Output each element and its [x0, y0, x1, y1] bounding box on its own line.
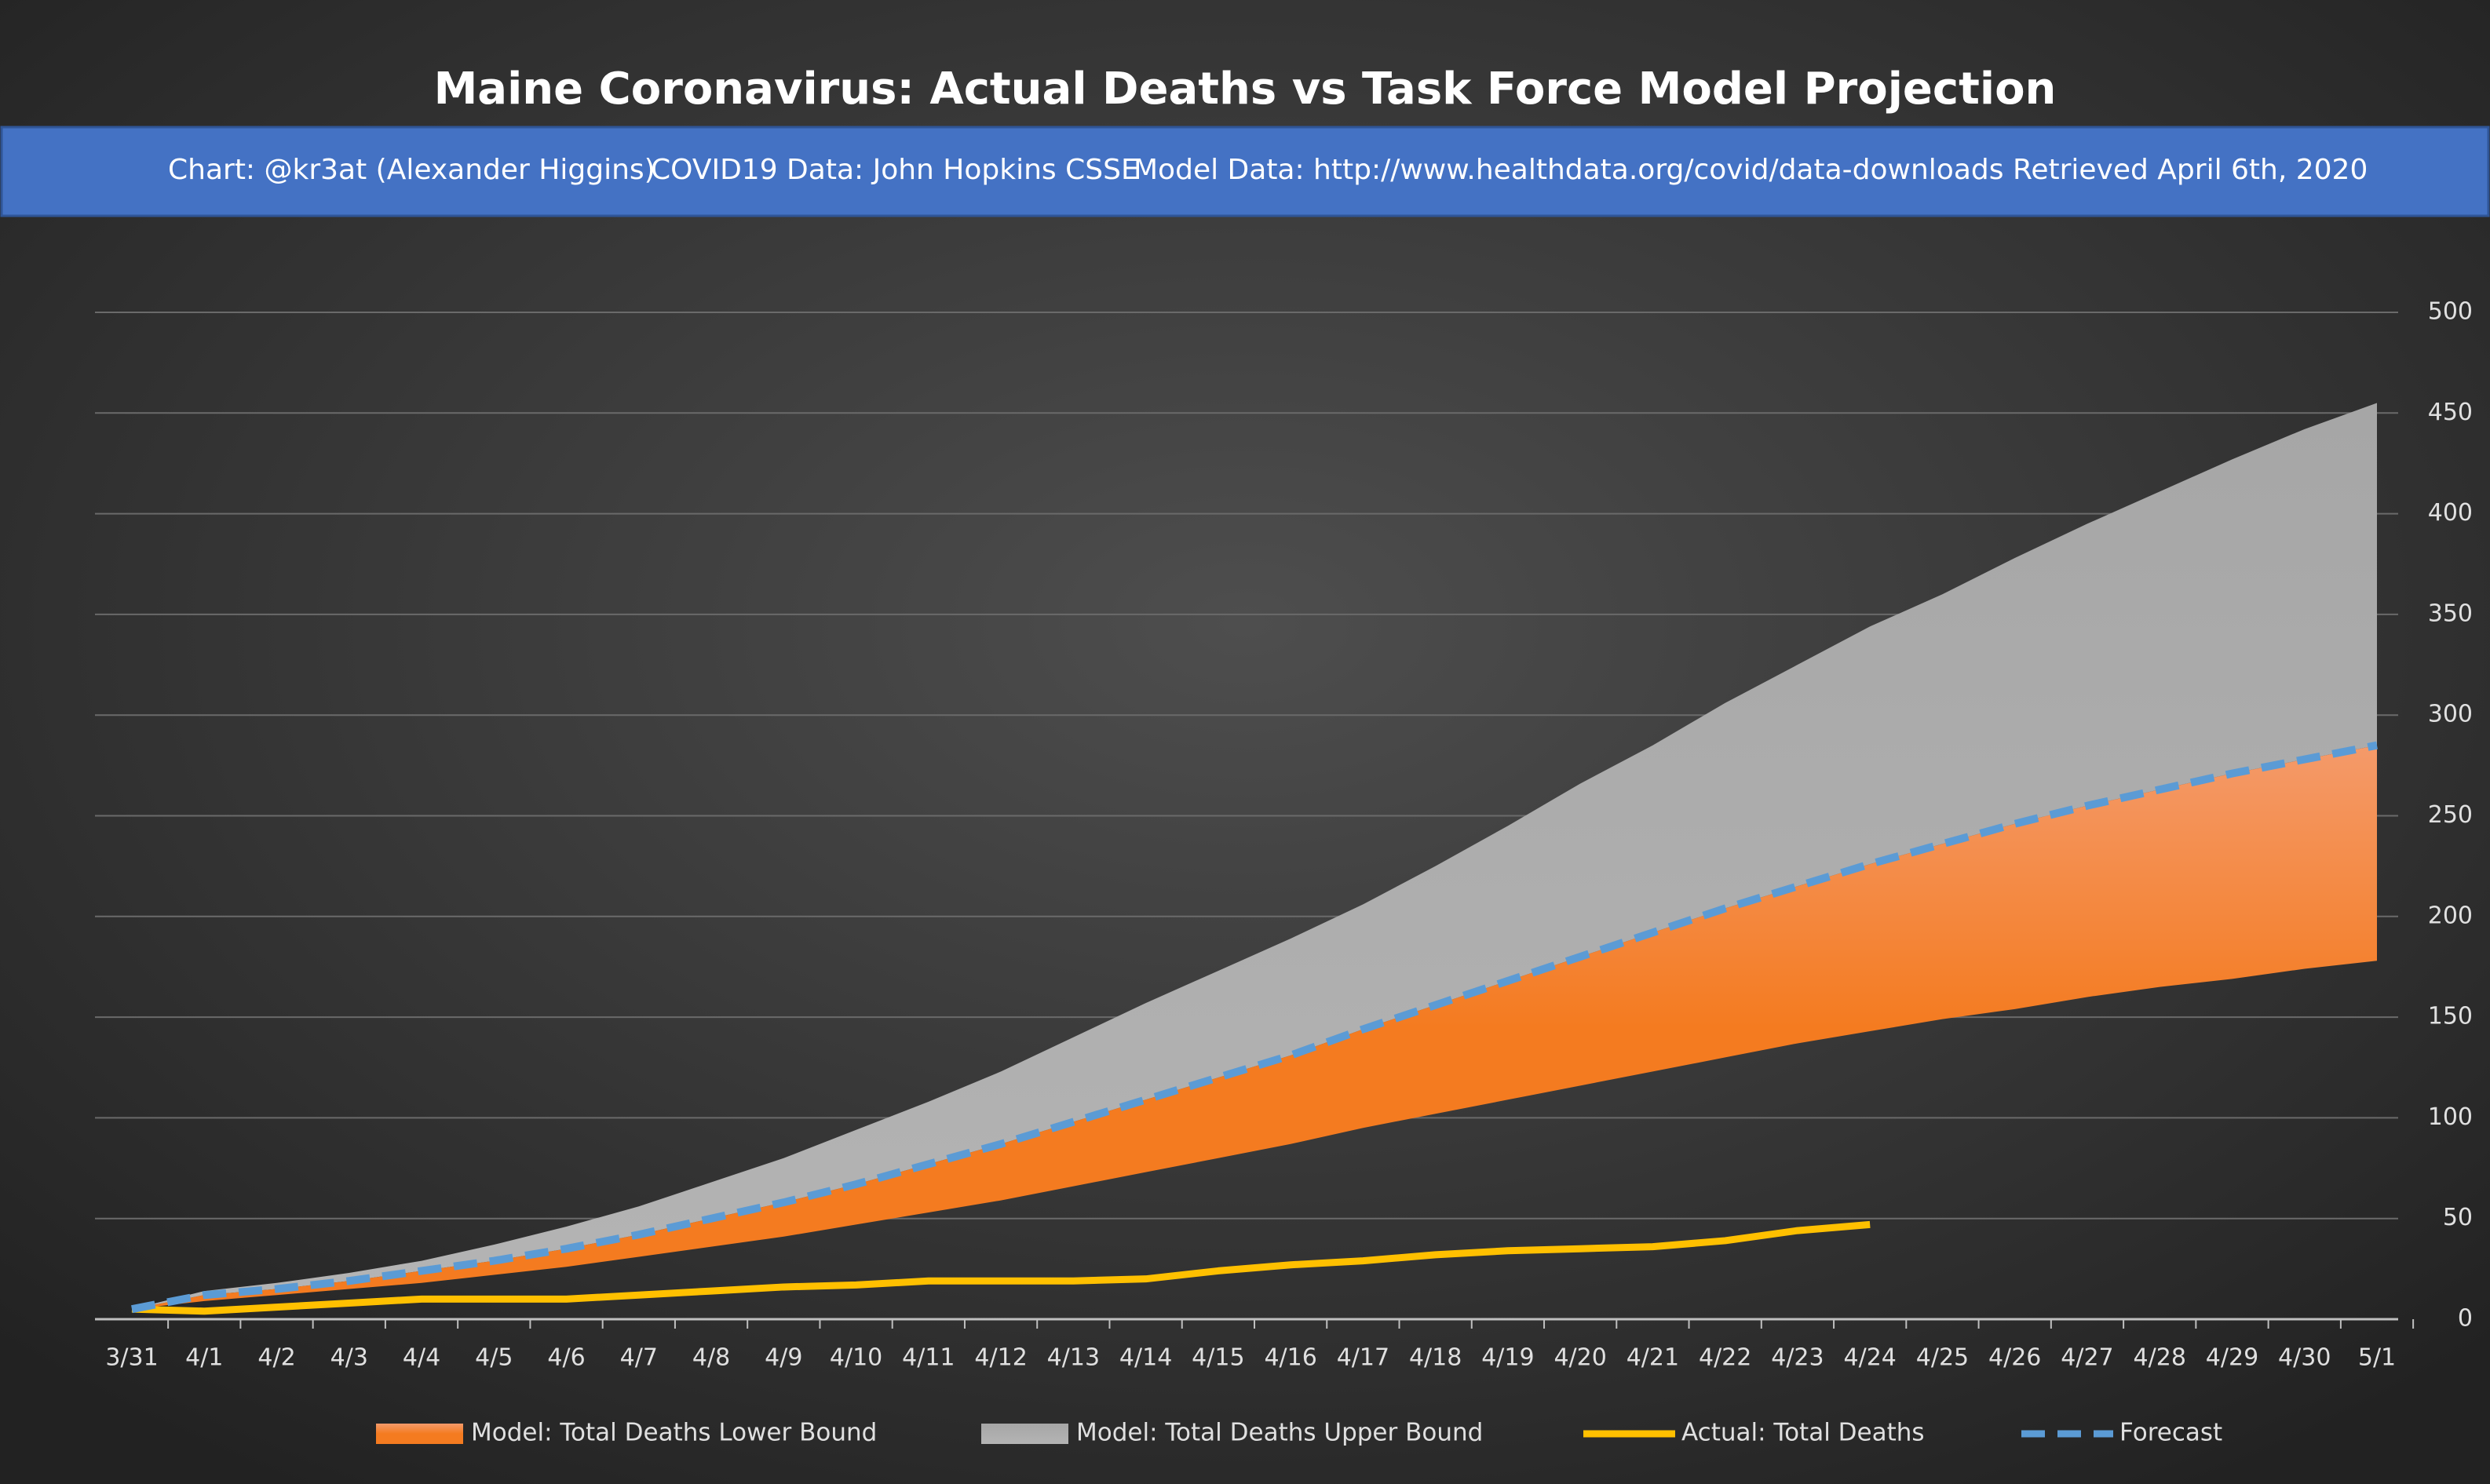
x-tick-label: 4/30 [2278, 1344, 2331, 1372]
series-line [131, 741, 2378, 1314]
chart-title: Maine Coronavirus: Actual Deaths vs Task… [434, 64, 2057, 115]
x-tick-label: 4/27 [2061, 1344, 2113, 1372]
x-tick-label: 4/28 [2134, 1344, 2186, 1372]
x-tick-label: 4/6 [547, 1344, 585, 1372]
x-tick-label: 4/21 [1627, 1344, 1679, 1372]
x-tick-label: 4/12 [974, 1344, 1027, 1372]
legend-label: Model: Total Deaths Lower Bound [471, 1419, 877, 1447]
x-tick-label: 4/10 [830, 1344, 882, 1372]
x-tick-label: 4/22 [1699, 1344, 1751, 1372]
subtitle: Model Data: http://www.healthdata.org/co… [1134, 154, 2368, 186]
series-line [131, 1220, 1871, 1315]
x-tick-label: 4/9 [765, 1344, 802, 1372]
legend-swatch [376, 1424, 463, 1444]
y-tick-label: 200 [2428, 902, 2473, 929]
banner [0, 126, 2490, 217]
x-tick-label: 4/17 [1337, 1344, 1389, 1372]
x-tick-label: 4/4 [403, 1344, 440, 1372]
x-tick-label: 4/1 [185, 1344, 223, 1372]
x-tick-label: 4/3 [330, 1344, 368, 1372]
plot [131, 403, 2378, 1315]
x-tick-label: 3/31 [105, 1344, 158, 1372]
x-tick-label: 4/8 [692, 1344, 730, 1372]
x-tick-label: 4/25 [1916, 1344, 1969, 1372]
x-tick-label: 4/5 [475, 1344, 513, 1372]
y-tick-label: 300 [2428, 701, 2473, 728]
x-tick-label: 4/13 [1047, 1344, 1100, 1372]
x-tick-label: 4/24 [1844, 1344, 1897, 1372]
y-tick-label: 0 [2458, 1305, 2473, 1333]
grid [95, 312, 2415, 1329]
x-tick-label: 4/11 [902, 1344, 955, 1372]
y-tick-label: 50 [2443, 1204, 2473, 1231]
x-tick-label: 4/26 [1988, 1344, 2041, 1372]
x-tick-label: 4/19 [1481, 1344, 1534, 1372]
x-tick-label: 4/2 [257, 1344, 295, 1372]
subtitle: Chart: @kr3at (Alexander Higgins) [168, 154, 655, 186]
y-tick-label: 400 [2428, 499, 2473, 527]
y-tick-label: 450 [2428, 399, 2473, 426]
y-tick-label: 500 [2428, 298, 2473, 326]
y-tick-label: 350 [2428, 600, 2473, 627]
subtitle: COVID19 Data: John Hopkins CSSE [651, 154, 1139, 186]
y-tick-label: 250 [2428, 801, 2473, 829]
y-tick-label: 100 [2428, 1103, 2473, 1131]
x-tick-label: 4/20 [1554, 1344, 1606, 1372]
legend-label: Forecast [2119, 1419, 2222, 1447]
x-tick-label: 4/16 [1264, 1344, 1316, 1372]
x-tick-label: 4/15 [1192, 1344, 1244, 1372]
x-tick-label: 4/18 [1409, 1344, 1462, 1372]
x-tick-label: 4/23 [1771, 1344, 1824, 1372]
y-tick-label: 150 [2428, 1003, 2473, 1030]
x-tick-label: 5/1 [2358, 1344, 2396, 1372]
legend-label: Model: Total Deaths Upper Bound [1076, 1419, 1483, 1447]
legend-label: Actual: Total Deaths [1681, 1419, 1925, 1447]
legend-swatch [981, 1424, 1068, 1444]
x-tick-label: 4/29 [2206, 1344, 2258, 1372]
x-tick-label: 4/7 [620, 1344, 658, 1372]
labels: 0 50 100 150 200 250 300 350 400 450 500 3/31 4/1 4/2… [105, 298, 2473, 1447]
x-tick-label: 4/14 [1119, 1344, 1172, 1372]
lower-bound-area [132, 745, 2377, 1310]
